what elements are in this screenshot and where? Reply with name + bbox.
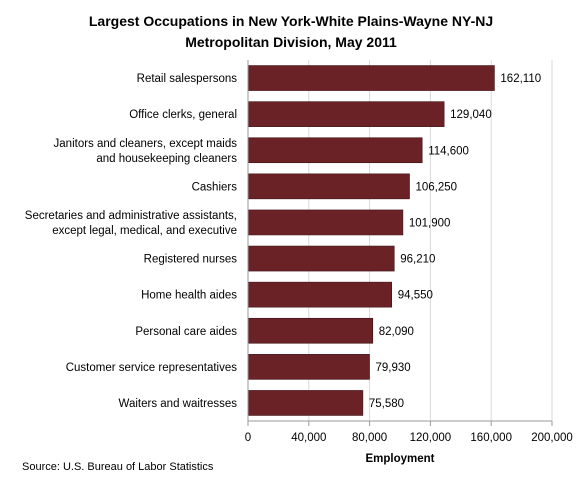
value-labels: 162,110 129,040 114,600 106,250 101,900 96,21… — [369, 73, 541, 410]
bar-value-label: 162,110 — [500, 73, 541, 85]
category-label: Office clerks, general — [129, 109, 237, 121]
bar-value-label: 129,040 — [450, 109, 492, 121]
x-tick-label: 0 — [245, 432, 251, 444]
bar-value-label: 79,930 — [375, 362, 410, 374]
category-label: Retail salespersons — [137, 73, 238, 85]
bar — [247, 281, 393, 308]
x-axis-title: Employment — [365, 453, 434, 465]
bar — [247, 101, 445, 127]
bar-value-label: 82,090 — [379, 326, 414, 338]
category-label: Secretaries and administrative assistant… — [25, 210, 237, 237]
x-tick-label: 40,000 — [291, 432, 326, 444]
category-labels: Retail salespersons Office clerks, genera… — [25, 73, 237, 410]
x-tick-label: 120,000 — [410, 432, 452, 444]
bar — [247, 137, 423, 164]
category-label: Janitors and cleaners, except maids and h… — [54, 138, 238, 165]
bar — [247, 209, 404, 236]
category-label: Waiters and waitresses — [119, 398, 238, 410]
category-label: Home health aides — [141, 290, 237, 302]
bar-value-label: 114,600 — [428, 145, 469, 157]
x-tick-label: 160,000 — [470, 432, 512, 444]
bar — [247, 390, 364, 416]
category-label: Customer service representatives — [66, 362, 238, 374]
bar — [247, 173, 410, 200]
x-tick-label: 80,000 — [352, 432, 387, 444]
bar-value-label: 75,580 — [369, 398, 404, 410]
chart-title-line-1: Largest Occupations in New York-White Pl… — [89, 13, 493, 29]
category-label: Cashiers — [192, 181, 238, 193]
category-label: Personal care aides — [135, 326, 237, 338]
source-note: Source: U.S. Bureau of Labor Statistics — [22, 461, 214, 473]
x-tick-label: 200,000 — [531, 432, 573, 444]
bar-value-label: 94,550 — [398, 290, 433, 302]
bar-value-label: 101,900 — [409, 217, 451, 229]
chart-title-line-2: Metropolitan Division, May 2011 — [185, 34, 397, 50]
bar — [247, 354, 370, 380]
x-axis-ticks: 0 40,000 80,000 120,000 160,000 200,000 — [245, 421, 573, 444]
bars-group — [247, 65, 495, 416]
bar-value-label: 96,210 — [400, 254, 435, 266]
bar-value-label: 106,250 — [416, 181, 458, 193]
category-label: Registered nurses — [144, 254, 238, 266]
bar — [247, 245, 395, 272]
bar — [247, 65, 495, 91]
bar — [247, 317, 374, 344]
